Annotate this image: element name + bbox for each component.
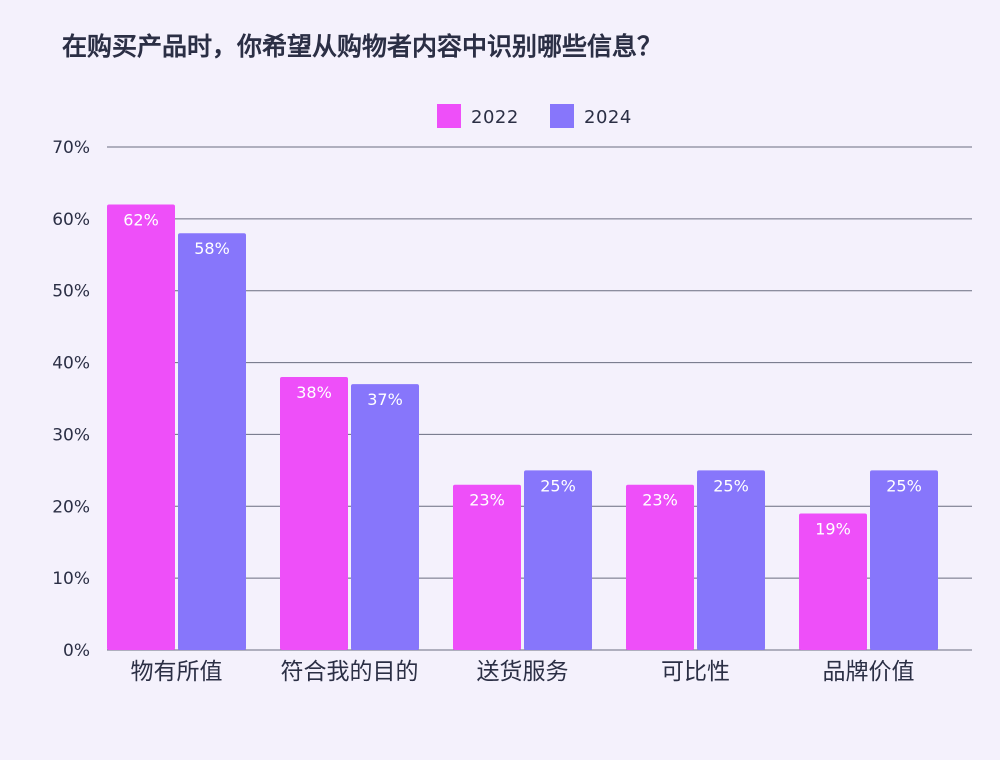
x-category-label: 物有所值 <box>131 659 223 685</box>
bar-2022-1 <box>280 376 348 650</box>
y-tick-label: 20% <box>52 497 90 517</box>
legend-swatch-2024 <box>550 104 574 128</box>
bar-2022-4 <box>799 513 867 650</box>
legend: 2022 2024 <box>437 104 632 128</box>
y-tick-label: 60% <box>52 210 90 230</box>
data-label: 62% <box>123 210 159 229</box>
bar-2022-3 <box>626 484 694 650</box>
data-labels: 62% 58% 38% 37% 23% 25% 23% 25% 19% 25% <box>123 210 922 538</box>
data-label: 37% <box>367 390 403 409</box>
y-axis-ticks: 0% 10% 20% 30% 40% 50% 60% 70% <box>52 138 90 661</box>
x-category-label: 品牌价值 <box>823 659 915 685</box>
data-label: 25% <box>540 476 576 495</box>
data-label: 38% <box>296 383 332 402</box>
bar-2022-2 <box>453 484 521 650</box>
legend-label-2024: 2024 <box>584 107 632 128</box>
x-category-label: 符合我的目的 <box>281 659 419 685</box>
bar-2024-0 <box>178 233 246 650</box>
data-label: 19% <box>815 519 851 538</box>
data-label: 58% <box>194 239 230 258</box>
x-category-label: 可比性 <box>661 659 730 685</box>
y-tick-label: 0% <box>63 641 90 661</box>
y-tick-label: 40% <box>52 354 90 374</box>
y-tick-label: 70% <box>52 138 90 158</box>
y-tick-label: 30% <box>52 425 90 445</box>
bar-2024-2 <box>524 470 592 650</box>
data-label: 23% <box>642 491 678 510</box>
data-label: 25% <box>713 476 749 495</box>
bar-2024-4 <box>870 470 938 650</box>
y-tick-label: 10% <box>52 569 90 589</box>
legend-swatch-2022 <box>437 104 461 128</box>
y-tick-label: 50% <box>52 282 90 302</box>
x-category-label: 送货服务 <box>477 659 569 685</box>
bar-2024-3 <box>697 470 765 650</box>
bar-2024-1 <box>351 384 419 650</box>
x-axis-categories: 物有所值 符合我的目的 送货服务 可比性 品牌价值 <box>131 659 915 685</box>
legend-label-2022: 2022 <box>471 107 519 128</box>
chart-title: 在购买产品时，你希望从购物者内容中识别哪些信息？ <box>62 32 662 61</box>
data-label: 25% <box>886 476 922 495</box>
bars <box>107 204 938 650</box>
data-label: 23% <box>469 491 505 510</box>
bar-2022-0 <box>107 204 175 650</box>
